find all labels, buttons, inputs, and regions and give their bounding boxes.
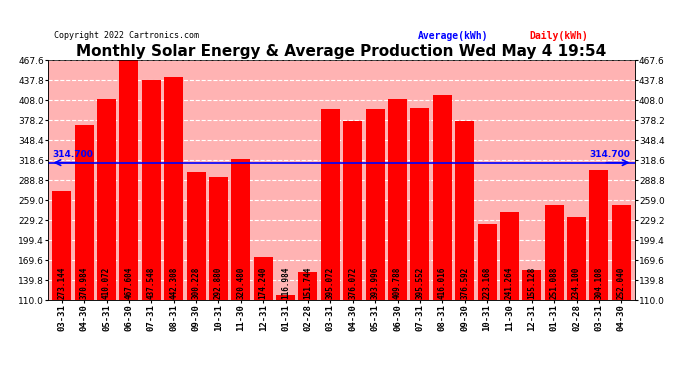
Text: 174.240: 174.240	[259, 267, 268, 299]
Bar	[411, 108, 429, 300]
Text: 252.040: 252.040	[617, 267, 626, 299]
Bar	[52, 190, 71, 300]
Bar	[455, 121, 474, 300]
Text: 416.016: 416.016	[437, 267, 447, 299]
Text: 393.996: 393.996	[371, 267, 380, 299]
Bar	[522, 270, 542, 300]
Text: 370.984: 370.984	[79, 267, 88, 299]
Text: 292.880: 292.880	[214, 267, 223, 299]
Bar	[209, 177, 228, 300]
Bar	[75, 125, 94, 300]
Bar	[119, 60, 139, 300]
Bar	[231, 159, 250, 300]
Text: 273.144: 273.144	[57, 267, 66, 299]
Text: 304.108: 304.108	[595, 267, 604, 299]
Bar	[164, 77, 183, 300]
Text: 467.604: 467.604	[124, 267, 133, 299]
Text: 376.592: 376.592	[460, 267, 469, 299]
Text: 442.308: 442.308	[169, 267, 178, 299]
Bar	[388, 99, 407, 300]
Text: 223.168: 223.168	[482, 267, 491, 299]
Bar	[299, 272, 317, 300]
Bar	[276, 296, 295, 300]
Bar	[433, 94, 452, 300]
Text: 241.264: 241.264	[505, 267, 514, 299]
Text: Copyright 2022 Cartronics.com: Copyright 2022 Cartronics.com	[55, 31, 199, 40]
Bar	[343, 122, 362, 300]
Text: 251.088: 251.088	[550, 267, 559, 299]
Text: Daily(kWh): Daily(kWh)	[529, 31, 588, 41]
Bar	[254, 257, 273, 300]
Text: 437.548: 437.548	[147, 267, 156, 299]
Bar	[544, 205, 564, 300]
Bar	[500, 212, 519, 300]
Bar	[477, 224, 497, 300]
Text: 395.552: 395.552	[415, 267, 424, 299]
Bar	[366, 110, 384, 300]
Text: 234.100: 234.100	[572, 267, 581, 299]
Text: 116.984: 116.984	[281, 267, 290, 299]
Text: 300.228: 300.228	[192, 267, 201, 299]
Text: 376.072: 376.072	[348, 267, 357, 299]
Text: 314.700: 314.700	[589, 150, 631, 159]
Text: 155.128: 155.128	[527, 267, 536, 299]
Bar	[97, 99, 116, 300]
Title: Monthly Solar Energy & Average Production Wed May 4 19:54: Monthly Solar Energy & Average Productio…	[77, 44, 607, 59]
Bar	[186, 172, 206, 300]
Bar	[589, 170, 609, 300]
Bar	[321, 109, 340, 300]
Bar	[567, 217, 586, 300]
Text: Average(kWh): Average(kWh)	[418, 31, 489, 41]
Bar	[612, 205, 631, 300]
Text: 320.480: 320.480	[236, 267, 246, 299]
Text: 314.700: 314.700	[52, 150, 94, 159]
Text: 395.072: 395.072	[326, 267, 335, 299]
Bar	[141, 80, 161, 300]
Text: 151.744: 151.744	[304, 267, 313, 299]
Text: 409.788: 409.788	[393, 267, 402, 299]
Text: 410.072: 410.072	[102, 267, 111, 299]
